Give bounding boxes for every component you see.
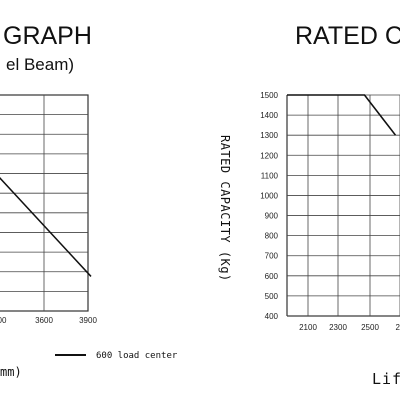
right-y-tick-label: 400 [265, 312, 279, 321]
right-y-tick-label: 800 [265, 232, 279, 241]
right-y-tick-label: 600 [265, 272, 279, 281]
left-chart-subtitle: el Beam) [6, 55, 74, 74]
right-x-tick-label: 27 [396, 323, 400, 332]
left-chart-series [0, 177, 92, 277]
left-chart-frame [0, 94, 89, 312]
left-chart-x-axis-label: mm) [0, 365, 22, 379]
right-y-tick-label: 1400 [260, 111, 278, 120]
series-line-rated-capacity [287, 94, 397, 136]
left-x-tick-label: 3600 [35, 316, 53, 325]
right-y-tick-label: 700 [265, 252, 279, 261]
right-y-tick-label: 1500 [260, 91, 278, 100]
right-y-tick-label: 1000 [260, 191, 278, 200]
left-x-tick-label: 00 [0, 316, 7, 325]
right-chart-grid [286, 94, 400, 317]
right-y-tick-label: 1200 [260, 151, 278, 160]
left-chart-title: GRAPH [3, 22, 92, 50]
series-line-600-load-center [0, 177, 92, 277]
right-y-tick-label: 1100 [261, 171, 279, 180]
left-chart: GRAPH el Beam) 00 3600 3900 mm) 600 load c… [0, 22, 178, 379]
left-chart-legend: 600 load center [55, 351, 178, 361]
right-chart-x-axis-label: Lift [372, 370, 400, 388]
right-x-tick-label: 2300 [329, 323, 347, 332]
right-chart-title: RATED C [295, 22, 400, 50]
right-chart-y-axis-label: RATED CAPACITY (Kg) [218, 135, 232, 282]
legend-label: 600 load center [96, 351, 178, 361]
right-y-tick-label: 500 [265, 292, 279, 301]
right-y-tick-label: 900 [265, 212, 279, 221]
right-x-tick-label: 2100 [299, 323, 317, 332]
right-chart-y-ticks: 400 500 600 700 800 900 1000 1100 1200 1300 1400 15… [260, 91, 278, 321]
right-x-tick-label: 2500 [361, 323, 379, 332]
right-y-tick-label: 1300 [260, 131, 278, 140]
right-chart-series [287, 94, 397, 136]
right-chart-x-ticks: 2100 2300 2500 27 [299, 323, 400, 332]
left-chart-x-ticks: 00 3600 3900 [0, 316, 97, 325]
right-chart: RATED C RATED CAPACITY (Kg) 400 500 600 700… [218, 22, 400, 388]
left-x-tick-label: 3900 [79, 316, 97, 325]
left-chart-grid [0, 94, 89, 312]
